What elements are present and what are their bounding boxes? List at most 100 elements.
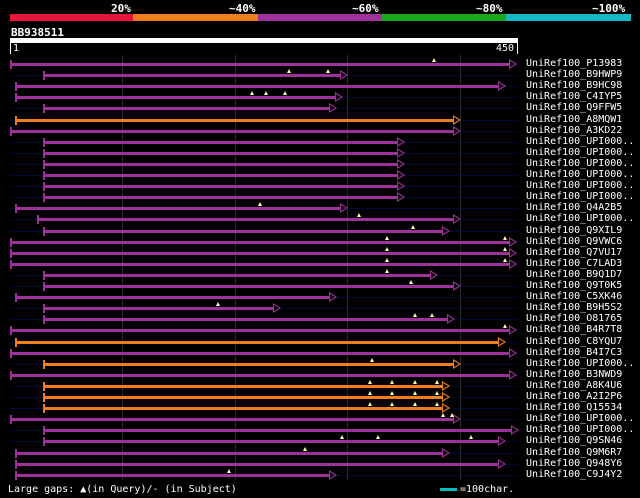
hit-accession-link[interactable]: UniRef100_B9HC98 bbox=[526, 80, 623, 91]
scale-segment-80 bbox=[382, 14, 506, 21]
hit-accession-link[interactable]: UniRef100_UPI000.. bbox=[526, 169, 635, 180]
query-gap-marker-icon bbox=[216, 302, 221, 306]
hit-end-arrow-icon bbox=[509, 325, 517, 335]
hit-alignment-bar[interactable] bbox=[15, 452, 443, 455]
hit-accession-link[interactable]: UniRef100_C5XK46 bbox=[526, 291, 623, 302]
hit-accession-link[interactable]: UniRef100_UPI000.. bbox=[526, 136, 635, 147]
query-gap-marker-icon bbox=[502, 247, 507, 251]
hit-alignment-bar[interactable] bbox=[43, 396, 443, 399]
query-gap-marker-icon bbox=[384, 269, 389, 273]
hit-accession-link[interactable]: UniRef100_C9J4Y2 bbox=[526, 469, 623, 480]
hit-alignment-bar[interactable] bbox=[15, 119, 454, 122]
hit-accession-link[interactable]: UniRef100_Q7VU17 bbox=[526, 247, 623, 258]
hit-end-arrow-icon bbox=[497, 337, 506, 347]
hit-alignment-bar[interactable] bbox=[11, 263, 510, 266]
query-gap-marker-icon bbox=[339, 435, 344, 439]
hit-accession-link[interactable]: UniRef100_B9H5S2 bbox=[526, 302, 623, 313]
hit-accession-link[interactable]: UniRef100_P13983 bbox=[526, 58, 623, 69]
hit-end-arrow-icon bbox=[334, 92, 343, 102]
hit-alignment-bar[interactable] bbox=[15, 96, 336, 99]
hit-accession-link[interactable]: UniRef100_O81765 bbox=[526, 313, 623, 324]
hit-alignment-bar[interactable] bbox=[43, 307, 274, 310]
hit-accession-link[interactable]: UniRef100_A8MQW1 bbox=[526, 114, 623, 125]
hit-end-arrow-icon bbox=[452, 214, 461, 224]
hit-end-arrow-icon bbox=[272, 303, 281, 313]
query-gap-marker-icon bbox=[435, 391, 440, 395]
hit-alignment-bar[interactable] bbox=[43, 141, 398, 144]
hit-accession-link[interactable]: UniRef100_B4I7C3 bbox=[526, 347, 623, 358]
hit-alignment-bar[interactable] bbox=[15, 474, 331, 477]
hit-accession-link[interactable]: UniRef100_C7LAD3 bbox=[526, 258, 623, 269]
hit-alignment-bar[interactable] bbox=[15, 341, 499, 344]
hit-alignment-bar[interactable] bbox=[15, 207, 342, 210]
hit-accession-link[interactable]: UniRef100_C8YQU7 bbox=[526, 336, 623, 347]
hit-alignment-bar[interactable] bbox=[43, 185, 398, 188]
hit-end-arrow-icon bbox=[329, 103, 338, 113]
hit-accession-link[interactable]: UniRef100_UPI000.. bbox=[526, 180, 635, 191]
hit-end-arrow-icon bbox=[452, 359, 461, 369]
query-gap-marker-icon bbox=[302, 447, 307, 451]
hit-alignment-bar[interactable] bbox=[43, 230, 443, 233]
hit-alignment-bar[interactable] bbox=[11, 418, 454, 421]
hit-alignment-bar[interactable] bbox=[15, 463, 499, 466]
hit-alignment-bar[interactable] bbox=[11, 241, 510, 244]
hit-end-arrow-icon bbox=[441, 381, 450, 391]
hit-accession-link[interactable]: UniRef100_UPI000.. bbox=[526, 213, 635, 224]
hit-accession-link[interactable]: UniRef100_UPI000.. bbox=[526, 424, 635, 435]
hit-accession-link[interactable]: UniRef100_UPI000.. bbox=[526, 158, 635, 169]
hit-accession-link[interactable]: UniRef100_B4R7T8 bbox=[526, 324, 623, 335]
query-gap-marker-icon bbox=[384, 236, 389, 240]
hit-alignment-bar[interactable] bbox=[43, 163, 398, 166]
hit-alignment-bar[interactable] bbox=[11, 329, 510, 332]
hit-alignment-bar[interactable] bbox=[43, 285, 454, 288]
grid-line bbox=[235, 55, 236, 480]
hit-accession-link[interactable]: UniRef100_A2I2P6 bbox=[526, 391, 623, 402]
hit-alignment-bar[interactable] bbox=[11, 63, 510, 66]
hit-alignment-bar[interactable] bbox=[11, 352, 510, 355]
query-gap-marker-icon bbox=[375, 435, 380, 439]
hit-accession-link[interactable]: UniRef100_Q9FFW5 bbox=[526, 102, 623, 113]
hit-alignment-bar[interactable] bbox=[43, 274, 432, 277]
hit-accession-link[interactable]: UniRef100_UPI000.. bbox=[526, 191, 635, 202]
hit-end-arrow-icon bbox=[509, 248, 517, 258]
hit-accession-link[interactable]: UniRef100_UPI000.. bbox=[526, 358, 635, 369]
hit-accession-link[interactable]: UniRef100_C4IYP5 bbox=[526, 91, 623, 102]
hit-alignment-bar[interactable] bbox=[15, 296, 331, 299]
hit-accession-link[interactable]: UniRef100_UPI000.. bbox=[526, 147, 635, 158]
hit-accession-link[interactable]: UniRef100_B3NWD9 bbox=[526, 369, 623, 380]
hit-alignment-bar[interactable] bbox=[11, 252, 510, 255]
hit-alignment-bar[interactable] bbox=[15, 85, 499, 88]
hit-alignment-bar[interactable] bbox=[43, 318, 449, 321]
hit-accession-link[interactable]: UniRef100_Q4A2B5 bbox=[526, 202, 623, 213]
hit-alignment-bar[interactable] bbox=[11, 130, 454, 133]
hit-alignment-bar[interactable] bbox=[43, 385, 443, 388]
hit-accession-link[interactable]: UniRef100_A3KD22 bbox=[526, 125, 623, 136]
hit-accession-link[interactable]: UniRef100_Q9VWC6 bbox=[526, 236, 623, 247]
hit-alignment-bar[interactable] bbox=[43, 196, 398, 199]
hit-accession-link[interactable]: UniRef100_Q948Y6 bbox=[526, 458, 623, 469]
query-gap-marker-icon bbox=[264, 91, 269, 95]
hit-end-arrow-icon bbox=[509, 370, 517, 380]
hit-alignment-bar[interactable] bbox=[43, 429, 512, 432]
hit-alignment-bar[interactable] bbox=[43, 174, 398, 177]
hit-accession-link[interactable]: UniRef100_UPI000.. bbox=[526, 413, 635, 424]
hit-alignment-bar[interactable] bbox=[38, 218, 454, 221]
hit-end-arrow-icon bbox=[340, 203, 349, 213]
hit-accession-link[interactable]: UniRef100_B9Q1D7 bbox=[526, 269, 623, 280]
hit-accession-link[interactable]: UniRef100_Q9M6R7 bbox=[526, 447, 623, 458]
hit-alignment-bar[interactable] bbox=[43, 74, 342, 77]
hit-alignment-bar[interactable] bbox=[43, 363, 454, 366]
hit-accession-link[interactable]: UniRef100_Q9XIL9 bbox=[526, 225, 623, 236]
ruler-start: 1 bbox=[13, 43, 20, 54]
hit-accession-link[interactable]: UniRef100_Q9SN46 bbox=[526, 435, 623, 446]
hit-accession-link[interactable]: UniRef100_Q9T0K5 bbox=[526, 280, 623, 291]
hit-alignment-bar[interactable] bbox=[43, 152, 398, 155]
hit-alignment-bar[interactable] bbox=[43, 107, 331, 110]
hit-alignment-bar[interactable] bbox=[11, 374, 510, 377]
hit-alignment-bar[interactable] bbox=[43, 440, 499, 443]
hit-accession-link[interactable]: UniRef100_A8K4U6 bbox=[526, 380, 623, 391]
query-gap-marker-icon bbox=[356, 213, 361, 217]
hit-accession-link[interactable]: UniRef100_B9HWP9 bbox=[526, 69, 623, 80]
hit-accession-link[interactable]: UniRef100_Q15534 bbox=[526, 402, 623, 413]
hit-alignment-bar[interactable] bbox=[43, 407, 443, 410]
